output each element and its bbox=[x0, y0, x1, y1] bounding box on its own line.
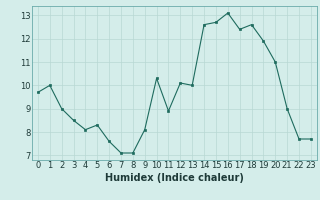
X-axis label: Humidex (Indice chaleur): Humidex (Indice chaleur) bbox=[105, 173, 244, 183]
